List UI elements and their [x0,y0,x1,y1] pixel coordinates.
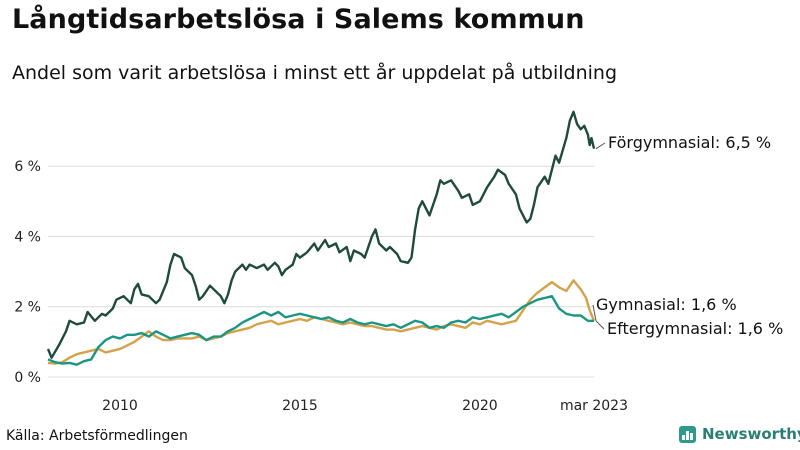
series-end-label-gymnasial: Gymnasial: 1,6 % [596,295,737,314]
series-line-eftergymnasial [47,279,596,365]
x-tick-label: mar 2023 [560,398,628,414]
series-line-gymnasial [47,295,594,366]
label-leader-line [595,142,606,150]
label-leader-line [595,320,605,330]
brand-logo: Newsworthy [679,425,800,443]
y-tick-label: 2 % [14,300,41,316]
label-leader-line [592,304,597,321]
series-end-label-eftergymnasial: Eftergymnasial: 1,6 % [607,319,783,338]
brand-name: Newsworthy [702,425,800,443]
x-axis-ticks: 2010 2015 2020 mar 2023 [102,398,628,414]
gridlines [48,165,594,378]
source-note: Källa: Arbetsförmedlingen [6,428,188,444]
series-end-label-förgymnasial: Förgymnasial: 6,5 % [608,133,771,152]
series-end-labels: Förgymnasial: 6,5 % Gymnasial: 1,6 % Efter… [592,133,783,338]
y-tick-label: 0 % [14,370,41,386]
chart-subtitle: Andel som varit arbetslösa i minst ett å… [12,62,618,84]
newsworthy-logo-icon [679,425,696,443]
x-tick-label: 2010 [102,398,138,414]
y-tick-label: 6 % [14,159,41,175]
x-tick-label: 2020 [462,398,498,414]
chart-title: Långtidsarbetslösa i Salems kommun [12,4,585,35]
y-axis-ticks: 0 % 2 % 4 % 6 % [14,159,41,386]
series-lines [46,110,596,366]
y-tick-label: 4 % [14,229,41,245]
x-tick-label: 2015 [282,398,318,414]
series-line-förgymnasial [46,110,596,359]
